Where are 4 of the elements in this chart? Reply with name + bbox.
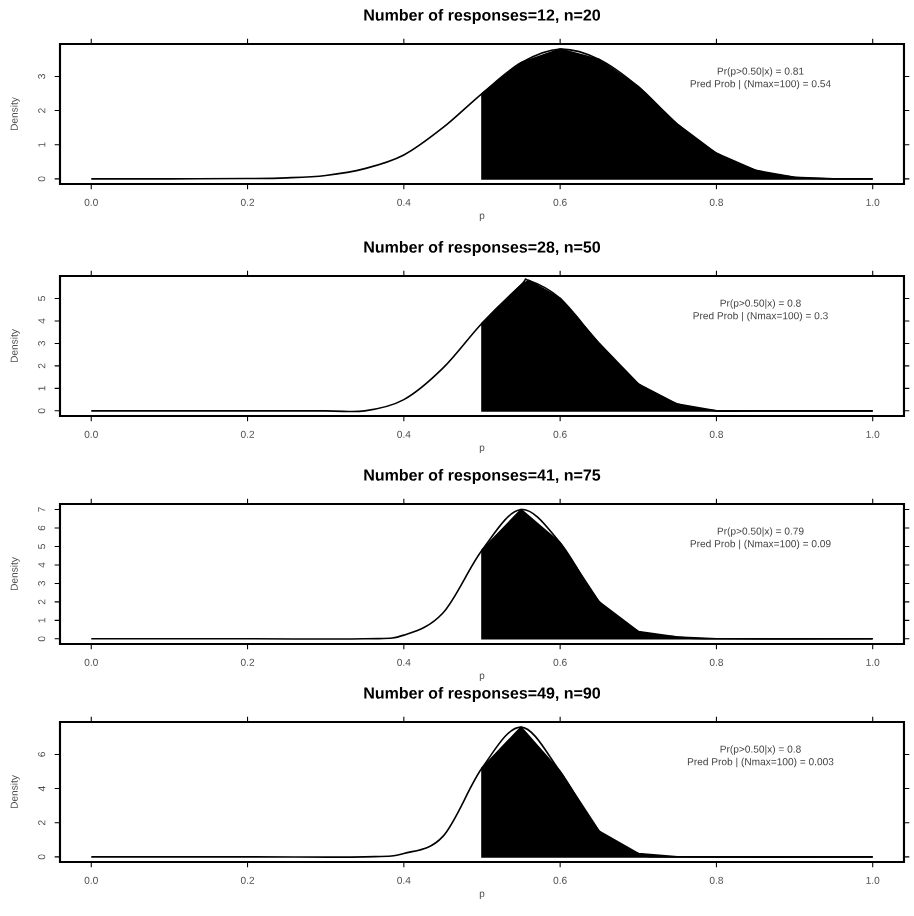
chart-title: Number of responses=41, n=75	[364, 468, 601, 484]
chart-title: Number of responses=49, n=90	[364, 686, 601, 702]
chart-title: Number of responses=28, n=50	[364, 240, 601, 256]
chart-title: Number of responses=12, n=20	[364, 8, 601, 24]
